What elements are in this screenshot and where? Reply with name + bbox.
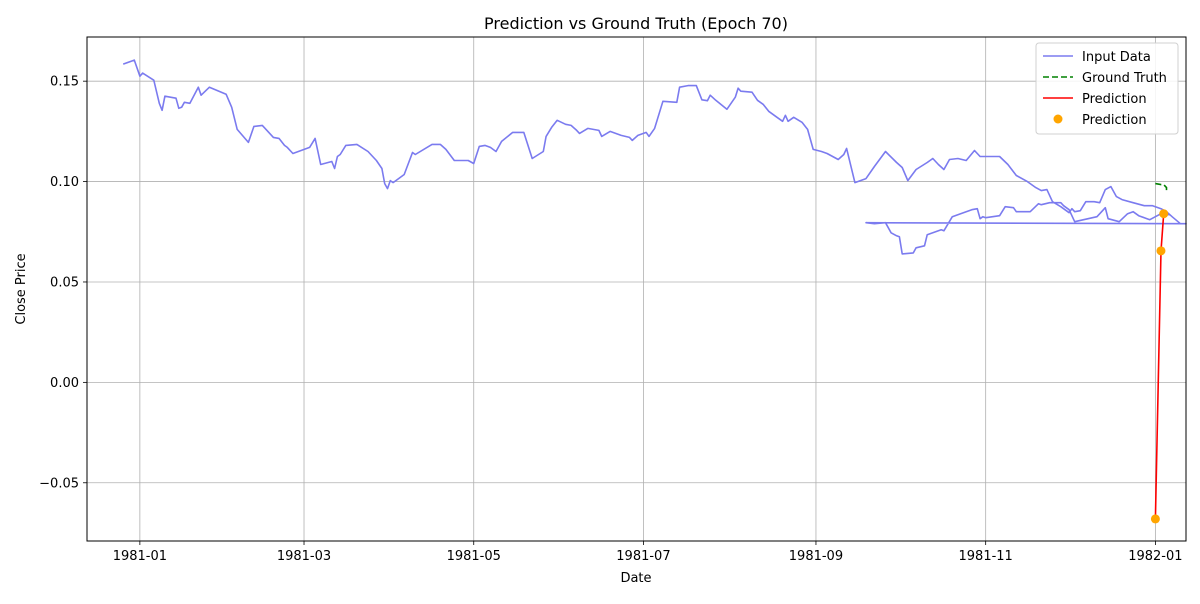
x-axis-label: Date bbox=[620, 571, 651, 586]
y-tick-label: −0.05 bbox=[39, 476, 79, 491]
legend-label-prediction-points: Prediction bbox=[1082, 113, 1147, 128]
ticks: 1981-01 1981-03 1981-05 1981-07 1981-09 1981-… bbox=[39, 75, 1182, 564]
chart-title: Prediction vs Ground Truth (Epoch 70) bbox=[484, 14, 788, 33]
grid bbox=[87, 37, 1186, 541]
x-tick-label: 1981-03 bbox=[277, 549, 331, 564]
prediction-point bbox=[1156, 246, 1166, 256]
y-tick-label: 0.00 bbox=[50, 376, 79, 391]
legend-box bbox=[1035, 42, 1179, 135]
legend-label-input: Input Data bbox=[1082, 50, 1151, 65]
y-tick-label: 0.10 bbox=[50, 175, 79, 190]
ground-truth-line bbox=[1155, 182, 1168, 193]
x-tick-label: 1981-05 bbox=[447, 549, 501, 564]
y-tick-label: 0.05 bbox=[50, 275, 79, 290]
x-tick-label: 1981-09 bbox=[789, 549, 843, 564]
y-tick-label: 0.15 bbox=[50, 75, 79, 90]
prediction-point bbox=[1150, 514, 1160, 524]
legend-swatch-prediction-points bbox=[1053, 114, 1063, 124]
input-data-line bbox=[122, 59, 1187, 255]
x-tick-label: 1981-07 bbox=[616, 549, 670, 564]
legend-label-ground-truth: Ground Truth bbox=[1082, 71, 1167, 86]
plot-frame bbox=[86, 36, 1187, 542]
y-axis-label: Close Price bbox=[14, 253, 29, 324]
prediction-point bbox=[1159, 209, 1169, 219]
legend: Input Data Ground Truth Prediction Predi… bbox=[1035, 42, 1179, 135]
x-tick-label: 1981-01 bbox=[113, 549, 167, 564]
series-layer bbox=[122, 59, 1187, 524]
x-tick-label: 1981-11 bbox=[959, 549, 1013, 564]
legend-label-prediction-line: Prediction bbox=[1082, 92, 1147, 107]
x-tick-label: 1982-01 bbox=[1128, 549, 1182, 564]
